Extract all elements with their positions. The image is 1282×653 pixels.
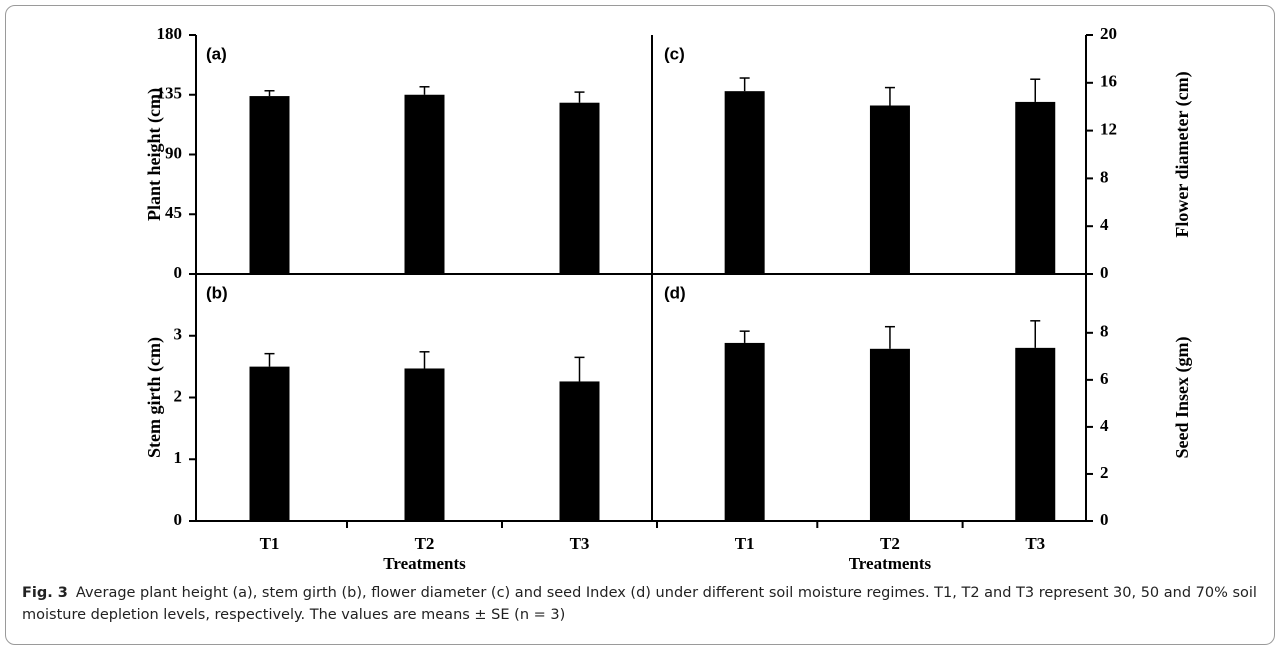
bar [869,105,910,274]
bar [724,342,765,521]
caption-label: Fig. 3 [22,585,68,601]
x-tick-label: T3 [1025,534,1045,553]
x-tick-label: T2 [880,534,900,553]
y-tick-label: 8 [1100,322,1109,341]
panel-label: (a) [206,44,227,63]
y-tick-label: 135 [157,84,183,103]
y-tick-label: 6 [1100,369,1109,388]
y-tick-label: 12 [1100,120,1117,139]
y-tick-label: 0 [1100,510,1109,529]
bar [559,102,600,274]
figure-frame [5,5,1275,645]
x-tick-label: T3 [570,534,590,553]
y-tick-label: 2 [1100,463,1109,482]
y-tick-label: 180 [157,24,183,43]
bar [559,381,600,521]
y-tick-label: 8 [1100,167,1109,186]
y-tick-label: 1 [174,448,183,467]
y-tick-label: 45 [165,203,182,222]
y-tick-label: 0 [1100,263,1109,282]
bar [1015,347,1056,521]
panel-label: (c) [664,44,685,63]
bar [249,366,290,521]
caption-text: Average plant height (a), stem girth (b)… [22,585,1257,623]
caption: Fig. 3 Average plant height (a), stem gir… [22,582,1262,626]
y-axis-label: Flower diameter (cm) [1172,71,1193,237]
y-tick-label: 4 [1100,215,1109,234]
bar [404,368,445,521]
y-tick-label: 3 [174,325,183,344]
x-tick-label: T2 [415,534,435,553]
panel-label: (b) [206,283,228,302]
y-tick-label: 0 [174,263,183,282]
bar [249,96,290,274]
y-tick-label: 4 [1100,416,1109,435]
y-axis-label: Seed Insex (gm) [1172,337,1193,459]
y-tick-label: 20 [1100,24,1117,43]
panel-label: (d) [664,283,686,302]
x-tick-label: T1 [260,534,280,553]
y-tick-label: 16 [1100,72,1117,91]
x-axis-label: Treatments [383,554,466,573]
x-tick-label: T1 [735,534,755,553]
y-tick-label: 90 [165,143,182,162]
y-axis-label: Stem girth (cm) [144,337,165,458]
y-tick-label: 0 [174,510,183,529]
y-axis-label: Plant height (cm) [144,88,165,221]
x-axis-label: Treatments [849,554,932,573]
bar [1015,101,1056,274]
y-tick-label: 2 [174,386,183,405]
bar [404,94,445,274]
bar [724,91,765,274]
bar [869,348,910,521]
